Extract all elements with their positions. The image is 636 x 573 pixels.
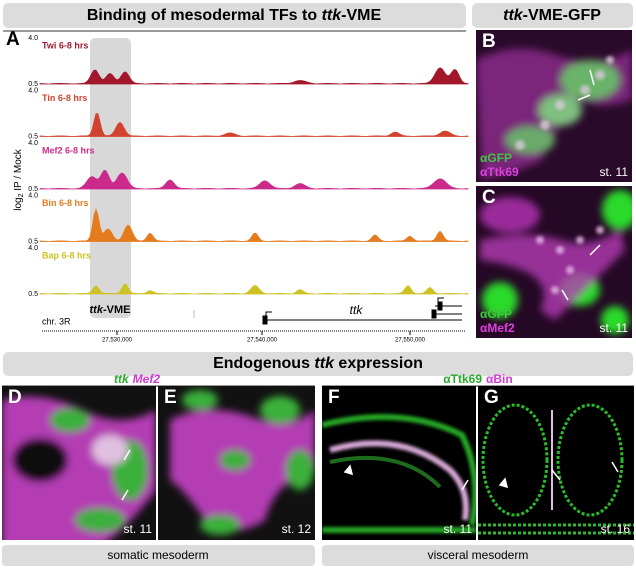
footer-bar xyxy=(322,545,634,566)
micrograph xyxy=(322,386,476,540)
probe-labels: ttk Mef2 xyxy=(114,372,160,386)
track-signal xyxy=(39,283,469,295)
track-min: 0.5 xyxy=(28,186,38,193)
micrograph xyxy=(476,30,632,182)
track-name: Mef2 6-8 hrs xyxy=(42,145,95,155)
micrograph xyxy=(478,386,634,540)
stain-labels: αTtk69 αBin xyxy=(443,372,512,386)
stain-label: αMef2 xyxy=(480,321,515,335)
stage: st. 11 xyxy=(124,522,153,536)
track-signal xyxy=(39,208,469,242)
panel-label: C xyxy=(482,187,496,208)
track-min: 0.5 xyxy=(28,133,38,140)
panel-label: F xyxy=(328,387,340,408)
micrograph xyxy=(476,186,632,338)
stain-label: αTtk69 xyxy=(480,165,519,179)
stain-label: αGFP xyxy=(480,151,512,165)
y-axis-label: log2 IP / Mock xyxy=(13,148,25,211)
coordinate-ticks xyxy=(116,331,411,335)
track-min: 0.5 xyxy=(28,238,38,245)
panel-label: D xyxy=(8,387,22,408)
panel-b-title: ttk-VME-GFP xyxy=(503,7,601,24)
panel-label: G xyxy=(484,387,499,408)
track-min: 0.5 xyxy=(28,81,38,88)
track-max: 4.0 xyxy=(28,87,38,94)
panel-label: B xyxy=(482,31,496,52)
highlight-region xyxy=(90,38,131,318)
track-signal xyxy=(39,67,469,85)
footer-bar xyxy=(2,545,315,566)
stage: st. 16 xyxy=(601,522,631,536)
header-bar xyxy=(3,352,633,376)
coordinate: 27,530,000 xyxy=(102,338,133,344)
arrows xyxy=(561,244,601,301)
track-min: 0.5 xyxy=(28,291,38,298)
header-bar xyxy=(472,3,633,28)
footer-label: somatic mesoderm xyxy=(107,548,208,562)
gene-name: ttk xyxy=(350,303,364,317)
stain-label: αGFP xyxy=(480,307,512,321)
track-name: Tin 6-8 hrs xyxy=(42,93,87,103)
track-name: Bap 6-8 hrs xyxy=(42,250,91,260)
track-max: 4.0 xyxy=(28,192,38,199)
arrows xyxy=(498,461,619,489)
track-signal xyxy=(39,169,469,190)
panel-label: A xyxy=(6,29,20,50)
micrograph xyxy=(158,386,315,540)
track-max: 4.0 xyxy=(28,35,38,42)
stage: st. 11 xyxy=(600,165,629,179)
micrograph xyxy=(2,386,156,540)
region-label: ttk-VME xyxy=(90,304,131,316)
track-name: Twi 6-8 hrs xyxy=(42,40,88,50)
track-max: 4.0 xyxy=(28,245,38,252)
arrows xyxy=(343,464,469,491)
gene-model xyxy=(193,297,462,325)
track-max: 4.0 xyxy=(28,140,38,147)
header-bar xyxy=(3,3,466,28)
stage: st. 11 xyxy=(600,321,629,335)
stage: st. 12 xyxy=(282,522,312,536)
chromosome: chr. 3R xyxy=(42,316,71,326)
coordinate: 27,540,000 xyxy=(247,338,278,344)
arrows xyxy=(121,449,131,501)
arrows xyxy=(577,69,595,101)
footer-label: visceral mesoderm xyxy=(428,548,529,562)
stage: st. 11 xyxy=(444,522,473,536)
panel-a-title: Binding of mesodermal TFs to ttk-VME xyxy=(87,7,382,24)
panel-label: E xyxy=(164,387,177,408)
track-signal xyxy=(39,113,469,137)
track-name: Bin 6-8 hrs xyxy=(42,198,89,208)
section-title: Endogenous ttk expression xyxy=(213,355,423,372)
coordinate: 27,550,000 xyxy=(395,338,426,344)
